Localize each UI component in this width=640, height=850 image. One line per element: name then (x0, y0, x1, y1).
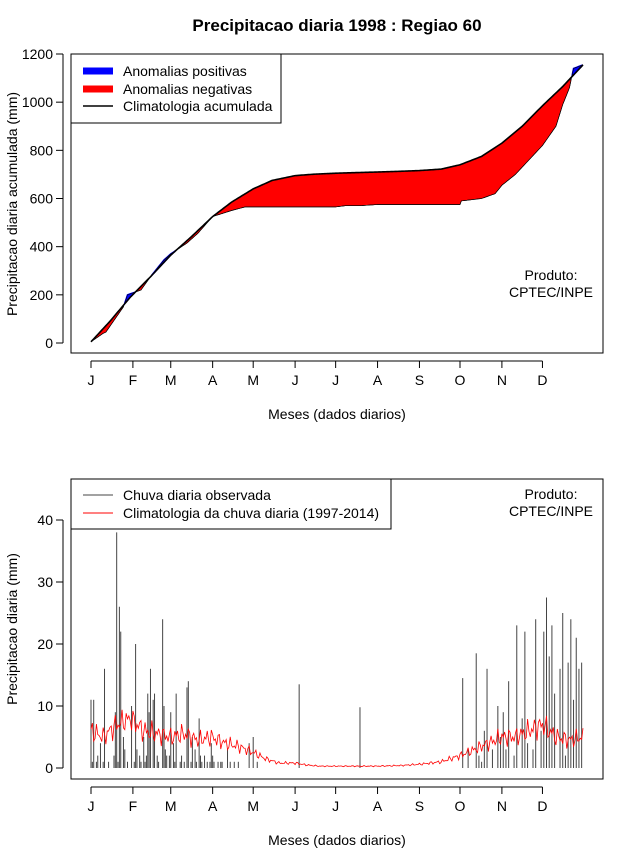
y-tick-label: 600 (30, 191, 54, 207)
x-tick-label-D: D (537, 372, 547, 388)
y-tick-label: 0 (45, 335, 53, 351)
x-tick-label-M: M (247, 798, 259, 814)
y-tick-label: 1000 (22, 94, 53, 110)
x-tick-label-J: J (292, 798, 299, 814)
climatology-cumulative-line (90, 64, 584, 343)
bottom-annotation-line1: Produto: (525, 486, 578, 502)
top-x-axis-label: Meses (dados diarios) (268, 406, 406, 422)
x-tick-label-A: A (373, 372, 383, 388)
bottom-annotation-line2: CPTEC/INPE (509, 503, 593, 519)
bottom-x-axis-label: Meses (dados diarios) (268, 832, 406, 848)
bottom-legend-box (70, 478, 392, 530)
x-tick-label-N: N (497, 372, 507, 388)
legend-daily-clim-label: Climatologia da chuva diaria (1997-2014) (123, 505, 379, 521)
legend-negative-label: Anomalias negativas (123, 81, 252, 97)
x-tick-label-J: J (332, 372, 339, 388)
x-tick-label-M: M (247, 372, 259, 388)
y-tick-label: 400 (30, 239, 54, 255)
y-tick-label: 10 (37, 698, 53, 714)
bottom-panel: 0 10 20 30 40 J F M A M J J A S O N D Meses (dados diari… (4, 478, 604, 848)
x-tick-label-O: O (455, 798, 466, 814)
x-tick-label-O: O (455, 372, 466, 388)
legend-positive-label: Anomalias positivas (123, 63, 247, 79)
legend-climatology-label: Climatologia acumulada (123, 98, 273, 114)
top-y-axis-label: Precipitacao diaria acumulada (mm) (4, 92, 20, 316)
top-annotation-line1: Produto: (525, 267, 578, 283)
chart-title: Precipitacao diaria 1998 : Regiao 60 (192, 16, 481, 35)
x-tick-label-A: A (208, 372, 218, 388)
x-tick-label-J: J (88, 372, 95, 388)
y-tick-label: 800 (30, 142, 54, 158)
x-tick-label-A: A (373, 798, 383, 814)
top-annotation-line2: CPTEC/INPE (509, 284, 593, 300)
y-tick-label: 0 (45, 760, 53, 776)
daily-climatology-line (90, 709, 584, 768)
y-tick-label: 20 (37, 636, 53, 652)
legend-daily-obs-label: Chuva diaria observada (123, 487, 271, 503)
x-tick-label-J: J (292, 372, 299, 388)
bottom-legend: Chuva diaria observada Climatologia da c… (70, 478, 392, 530)
x-tick-label-J: J (332, 798, 339, 814)
x-tick-label-F: F (129, 798, 138, 814)
top-plot-frame (70, 53, 604, 354)
x-tick-label-D: D (537, 798, 547, 814)
x-tick-label-F: F (129, 372, 138, 388)
y-tick-label: 1200 (22, 46, 53, 62)
y-tick-label: 30 (37, 574, 53, 590)
y-tick-label: 200 (30, 287, 54, 303)
x-tick-label-A: A (208, 798, 218, 814)
x-tick-label-M: M (165, 798, 177, 814)
x-tick-label-N: N (497, 798, 507, 814)
y-tick-label: 40 (37, 512, 53, 528)
top-panel: 0 200 400 600 800 1000 1200 J F M A M J J A S O N D Meses … (4, 46, 604, 422)
x-tick-label-S: S (415, 798, 424, 814)
x-tick-label-S: S (415, 372, 424, 388)
bottom-y-axis-label: Precipitacao diaria (mm) (4, 553, 20, 705)
x-tick-label-M: M (165, 372, 177, 388)
top-legend: Anomalias positivas Anomalias negativas … (70, 53, 282, 124)
x-tick-label-J: J (88, 798, 95, 814)
